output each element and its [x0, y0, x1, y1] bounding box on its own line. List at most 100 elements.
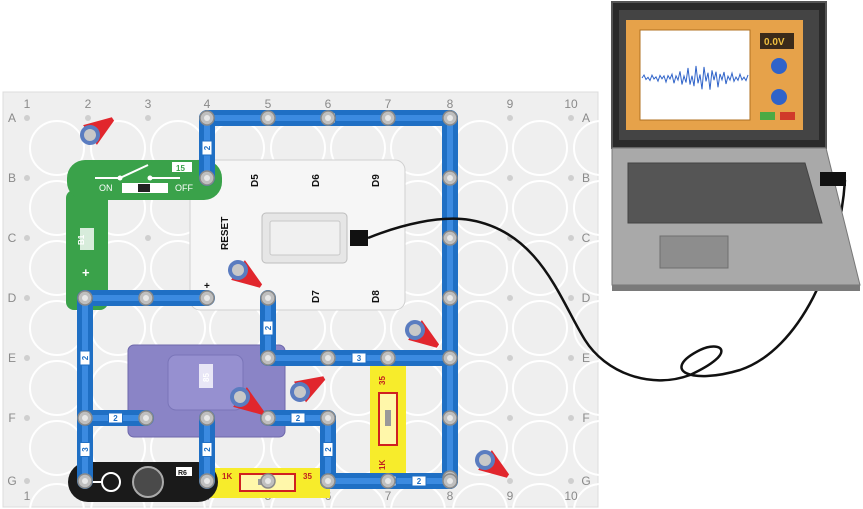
peg-hole	[452, 483, 508, 509]
row-label-right: F	[582, 411, 589, 425]
peg-hole	[573, 420, 629, 476]
snap-contact-center	[82, 415, 88, 421]
column-label-top: 9	[507, 97, 514, 111]
switch-off-label: OFF	[175, 183, 193, 193]
wire-label-box	[351, 352, 367, 364]
snap-contact-center	[325, 115, 331, 121]
wire-label-box	[201, 140, 213, 156]
snap-contact-center	[325, 355, 331, 361]
peg-dot	[568, 115, 574, 121]
peg-dot	[24, 415, 30, 421]
peg-dot	[507, 478, 513, 484]
snap-contact-center	[325, 478, 331, 484]
snap-contact-center	[204, 295, 210, 301]
test-probe	[405, 320, 440, 348]
peg-dot	[507, 115, 513, 121]
laptop-touchpad	[659, 235, 729, 269]
laptop: 0.0V	[611, 1, 861, 291]
peg-dot	[568, 295, 574, 301]
peg-dot	[24, 355, 30, 361]
peg-hole	[512, 420, 568, 476]
motor-module: 85	[127, 344, 286, 438]
snap-contact-center	[265, 478, 271, 484]
column-label-top: 1	[24, 97, 31, 111]
snap-contact-center	[265, 355, 271, 361]
probe-snap	[234, 391, 246, 403]
switch-label: 15	[176, 164, 185, 173]
row-label-left: C	[8, 231, 17, 245]
wire-label-box	[108, 412, 123, 424]
row-label-right: C	[582, 231, 591, 245]
row-label-right: G	[581, 474, 590, 488]
peg-dot	[568, 175, 574, 181]
snap-contact-center	[447, 115, 453, 121]
peg-hole	[512, 300, 568, 356]
battery-label: B1	[77, 234, 86, 245]
column-label-top: 4	[204, 97, 211, 111]
peg-hole	[512, 240, 568, 296]
slide-switch: 15 ON OFF	[67, 160, 222, 200]
resistor-vertical: 35 1K	[370, 357, 406, 487]
wire-label: 2	[203, 447, 212, 452]
peg-hole	[573, 483, 629, 509]
resistor-vertical-label: 35	[378, 376, 387, 385]
wire-label: 2	[324, 447, 333, 452]
peg-dot	[568, 235, 574, 241]
usb-cable	[367, 179, 847, 382]
snap-contact-center	[447, 478, 453, 484]
snap-contact-center	[385, 115, 391, 121]
snap-contact-center	[265, 295, 271, 301]
wire-label: 3	[81, 447, 90, 452]
speaker-cone	[132, 466, 164, 498]
battery-holder: B1 +	[66, 190, 108, 310]
row-label-left: B	[8, 171, 16, 185]
snap-contact-center	[204, 175, 210, 181]
reset-label: RESET	[220, 217, 231, 250]
speaker-label: R6	[178, 470, 187, 477]
motor-label: 85	[202, 373, 211, 382]
resistor-vertical-value: 1K	[378, 460, 387, 470]
laptop-usb-port	[820, 172, 846, 186]
wire-label-box	[79, 350, 91, 366]
column-label-bottom: 8	[447, 489, 454, 503]
peg-hole	[512, 360, 568, 416]
peg-hole	[573, 300, 629, 356]
probe-snap	[232, 264, 244, 276]
column-label-top: 3	[145, 97, 152, 111]
peg-hole	[573, 360, 629, 416]
peg-dot	[85, 115, 91, 121]
wire-label-box	[79, 442, 91, 457]
wire-label: 2	[296, 414, 301, 423]
column-label-bottom: 1	[24, 489, 31, 503]
wire-label: 2	[113, 414, 118, 423]
wire-label: 2	[81, 355, 90, 360]
snap-contact-center	[82, 478, 88, 484]
pin-label-d6: D6	[311, 174, 322, 187]
pin-label-d8: D8	[371, 290, 382, 303]
peg-dot	[24, 478, 30, 484]
resistor-horizontal-label: 35	[303, 472, 312, 481]
wire-label: 2	[264, 325, 273, 330]
snap-contact-center	[204, 115, 210, 121]
peg-hole	[512, 483, 568, 509]
snap-contact-center	[143, 415, 149, 421]
peg-dot	[507, 175, 513, 181]
row-label-left: F	[8, 411, 15, 425]
test-probe	[228, 260, 263, 288]
peg-dot	[24, 115, 30, 121]
peg-dot	[507, 295, 513, 301]
probe-snap	[479, 454, 491, 466]
snap-contact-center	[447, 415, 453, 421]
wire-label-box	[201, 442, 213, 457]
probe-snap	[294, 386, 306, 398]
row-label-left: D	[8, 291, 17, 305]
peg-dot	[568, 415, 574, 421]
resistor-horizontal-value: 1K	[222, 472, 232, 481]
switch-on-label: ON	[99, 183, 113, 193]
column-label-top: 10	[564, 97, 578, 111]
row-label-left: G	[7, 474, 16, 488]
column-label-top: 7	[385, 97, 392, 111]
row-label-left: E	[8, 351, 16, 365]
pin-label-d5: D5	[250, 174, 261, 187]
